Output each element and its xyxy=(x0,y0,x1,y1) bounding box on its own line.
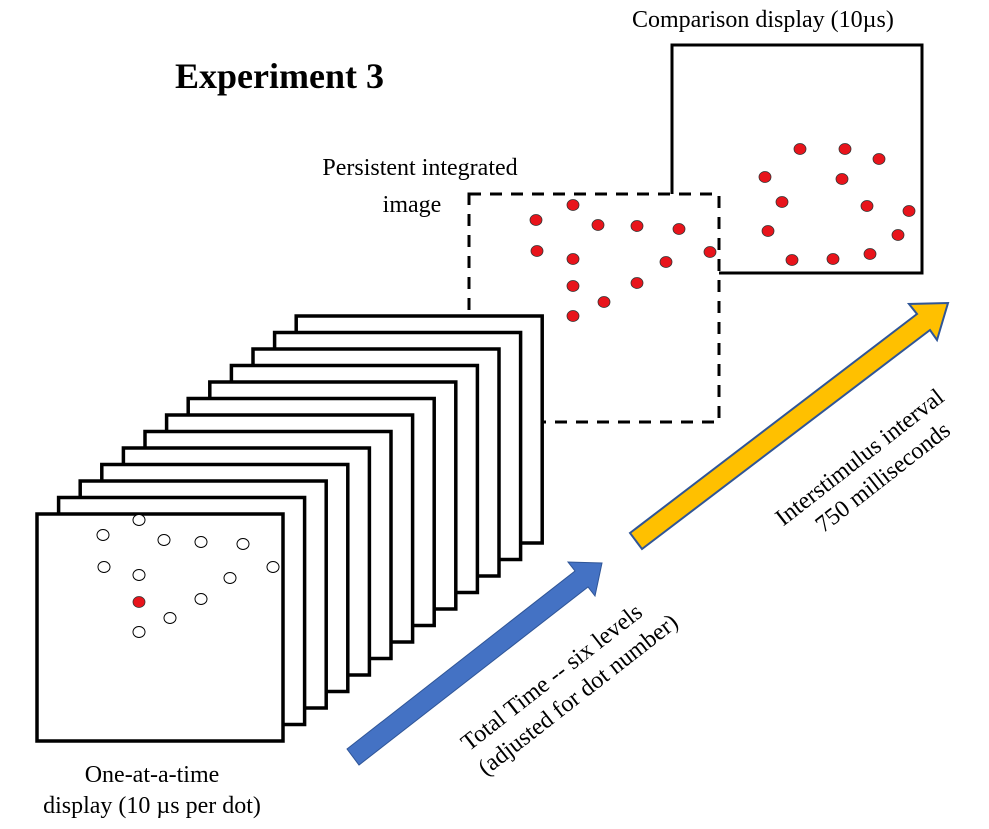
comparison-dot xyxy=(826,253,840,265)
integrated-dot xyxy=(597,296,611,308)
empty-dot xyxy=(96,529,110,541)
isi-arrow xyxy=(628,301,950,551)
empty-dot xyxy=(194,593,208,605)
total-time-arrow xyxy=(346,561,603,766)
empty-dot xyxy=(132,626,146,638)
integrated-dot xyxy=(630,277,644,289)
integrated-label-line1: Persistent integrated xyxy=(322,155,517,181)
front-frame-dots xyxy=(96,514,280,638)
integrated-dot xyxy=(566,199,580,211)
integrated-dot xyxy=(566,253,580,265)
comparison-dot xyxy=(838,143,852,155)
comparison-dot xyxy=(758,171,772,183)
empty-dot xyxy=(97,561,111,573)
integrated-dot xyxy=(566,280,580,292)
integrated-label-line2: image xyxy=(383,192,442,218)
frame-stack xyxy=(35,314,544,743)
empty-dot xyxy=(163,612,177,624)
comparison-dot xyxy=(902,205,916,217)
integrated-dot xyxy=(630,220,644,232)
integrated-dot xyxy=(591,219,605,231)
sequence-label-line2: display (10 µs per dot) xyxy=(43,793,261,819)
empty-dot xyxy=(132,569,146,581)
empty-dot xyxy=(132,514,146,526)
comparison-dot xyxy=(872,153,886,165)
empty-dot xyxy=(223,572,237,584)
active-dot xyxy=(132,596,146,608)
integrated-dot xyxy=(530,245,544,257)
integrated-image xyxy=(467,192,721,424)
empty-dot xyxy=(157,534,171,546)
display-frame xyxy=(35,512,285,743)
comparison-dot xyxy=(775,196,789,208)
comparison-dot xyxy=(835,173,849,185)
comparison-dot xyxy=(793,143,807,155)
comparison-dot xyxy=(785,254,799,266)
comparison-dot xyxy=(891,229,905,241)
integrated-dot xyxy=(566,310,580,322)
empty-dot xyxy=(266,561,280,573)
integrated-dot xyxy=(659,256,673,268)
empty-dot xyxy=(236,538,250,550)
comparison-dot xyxy=(761,225,775,237)
diagram-title: Experiment 3 xyxy=(175,56,384,96)
comparison-dot xyxy=(863,248,877,260)
sequence-label-line1: One-at-a-time xyxy=(85,762,220,788)
integrated-dot xyxy=(703,246,717,258)
comparison-dot xyxy=(860,200,874,212)
empty-dot xyxy=(194,536,208,548)
comparison-label: Comparison display (10µs) xyxy=(632,7,894,33)
integrated-dot xyxy=(672,223,686,235)
integrated-dot xyxy=(529,214,543,226)
